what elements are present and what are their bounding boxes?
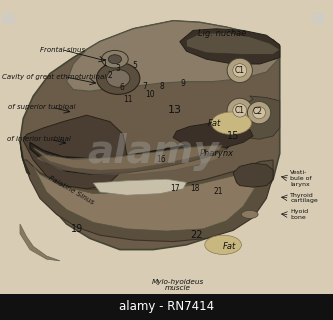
Ellipse shape bbox=[102, 51, 128, 68]
Circle shape bbox=[233, 104, 247, 117]
Text: 19: 19 bbox=[71, 224, 83, 234]
Text: a: a bbox=[310, 292, 326, 312]
Text: Hyoid: Hyoid bbox=[290, 209, 308, 214]
Circle shape bbox=[233, 64, 247, 77]
Polygon shape bbox=[23, 115, 127, 189]
Text: 8: 8 bbox=[159, 82, 164, 91]
Text: Lig. nuchae: Lig. nuchae bbox=[198, 29, 246, 38]
Polygon shape bbox=[173, 123, 253, 149]
Text: 7: 7 bbox=[143, 82, 147, 91]
Text: 18: 18 bbox=[190, 184, 199, 193]
Polygon shape bbox=[20, 224, 60, 261]
Polygon shape bbox=[33, 145, 223, 170]
Text: a: a bbox=[1, 292, 16, 312]
Polygon shape bbox=[30, 139, 233, 174]
Text: muscle: muscle bbox=[165, 285, 191, 291]
Ellipse shape bbox=[211, 112, 251, 134]
Text: 21: 21 bbox=[213, 188, 223, 196]
Text: Fat: Fat bbox=[208, 119, 221, 128]
Text: Vesti-: Vesti- bbox=[290, 170, 308, 175]
Text: 6: 6 bbox=[119, 84, 124, 92]
Polygon shape bbox=[180, 29, 280, 64]
Text: Thyroid: Thyroid bbox=[290, 193, 314, 198]
Polygon shape bbox=[23, 160, 273, 242]
Text: bone: bone bbox=[290, 215, 306, 220]
Text: alamy - RN7414: alamy - RN7414 bbox=[119, 300, 214, 313]
Text: C1: C1 bbox=[235, 106, 245, 115]
Text: 9: 9 bbox=[181, 79, 185, 88]
Circle shape bbox=[253, 107, 265, 119]
Text: 16: 16 bbox=[157, 156, 166, 164]
Text: 17: 17 bbox=[170, 184, 179, 193]
Ellipse shape bbox=[108, 55, 122, 64]
Text: Palatine Sinus: Palatine Sinus bbox=[48, 175, 95, 206]
Text: Frontal sinus: Frontal sinus bbox=[40, 47, 85, 52]
Text: C1: C1 bbox=[235, 66, 245, 75]
Polygon shape bbox=[37, 146, 226, 174]
Ellipse shape bbox=[97, 62, 140, 94]
Polygon shape bbox=[33, 166, 260, 231]
Text: a: a bbox=[310, 8, 326, 28]
Polygon shape bbox=[20, 141, 30, 174]
Text: 15: 15 bbox=[227, 131, 239, 141]
Text: 22: 22 bbox=[190, 230, 203, 240]
Polygon shape bbox=[20, 21, 280, 250]
Text: Mylo-hyoideus: Mylo-hyoideus bbox=[152, 279, 204, 285]
Text: 13: 13 bbox=[168, 105, 182, 116]
Text: Pharynx: Pharynx bbox=[200, 149, 234, 158]
Circle shape bbox=[247, 101, 271, 124]
Polygon shape bbox=[233, 163, 273, 187]
Text: 10: 10 bbox=[145, 90, 155, 99]
Text: bule of: bule of bbox=[290, 176, 312, 181]
Ellipse shape bbox=[107, 69, 130, 87]
Ellipse shape bbox=[205, 235, 241, 254]
Polygon shape bbox=[186, 33, 280, 54]
Circle shape bbox=[227, 98, 252, 123]
Text: 2: 2 bbox=[108, 71, 112, 80]
Text: 5: 5 bbox=[133, 61, 137, 70]
Text: Cavity of great ethmoturbinal: Cavity of great ethmoturbinal bbox=[2, 74, 106, 80]
Text: 3: 3 bbox=[116, 64, 121, 73]
Text: alamy: alamy bbox=[87, 133, 219, 171]
Text: Fat: Fat bbox=[223, 242, 236, 251]
Text: a: a bbox=[1, 8, 16, 28]
Text: of superior turbinal: of superior turbinal bbox=[8, 104, 76, 110]
FancyBboxPatch shape bbox=[10, 6, 290, 293]
Text: 1: 1 bbox=[103, 60, 107, 68]
Polygon shape bbox=[226, 96, 280, 139]
Text: larynx: larynx bbox=[290, 182, 310, 187]
Text: 11: 11 bbox=[124, 95, 133, 104]
Text: cartilage: cartilage bbox=[290, 198, 318, 204]
Text: of inferior turbinal: of inferior turbinal bbox=[7, 136, 71, 142]
Circle shape bbox=[227, 58, 252, 83]
Ellipse shape bbox=[241, 211, 258, 218]
Polygon shape bbox=[67, 21, 280, 91]
Polygon shape bbox=[93, 179, 186, 195]
Text: C2: C2 bbox=[253, 108, 263, 116]
FancyBboxPatch shape bbox=[0, 294, 333, 320]
